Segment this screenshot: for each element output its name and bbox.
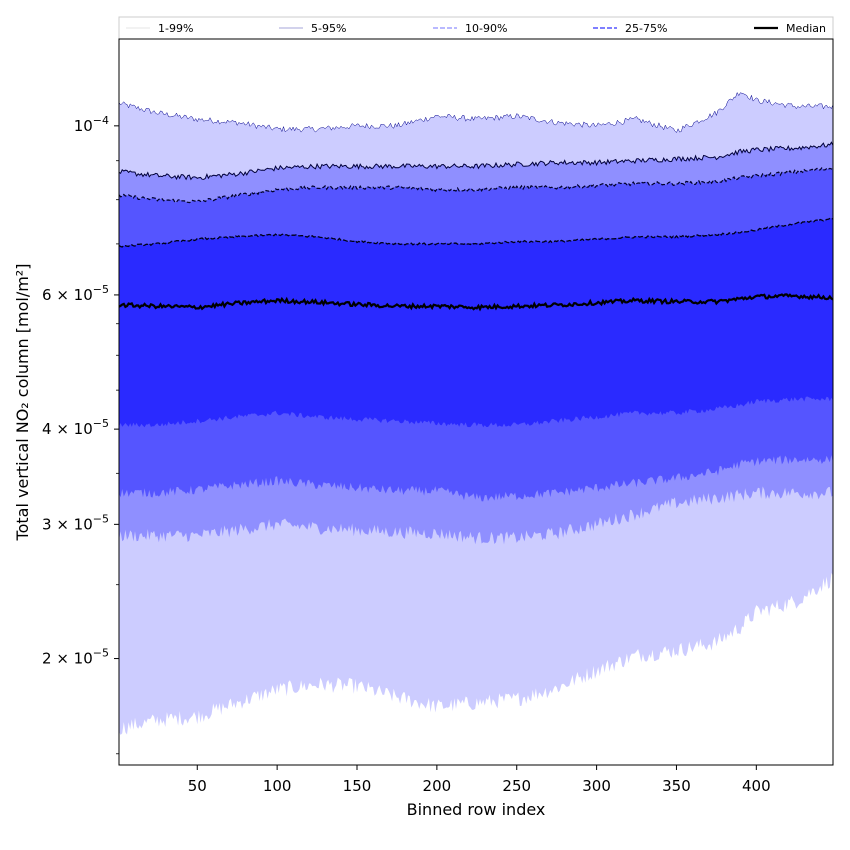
- x-tick-label: 350: [662, 777, 691, 795]
- band-5-95-upper-line: [118, 141, 834, 181]
- legend: 1-99% 5-95% 10-90% 25-75% Median: [118, 16, 834, 40]
- x-tick-label: 100: [263, 777, 292, 795]
- plot-frame: [118, 38, 834, 766]
- x-tick-label: 50: [188, 777, 207, 795]
- legend-label: 5-95%: [311, 22, 346, 35]
- x-tick-label: 250: [502, 777, 531, 795]
- x-axis: 50 100 150 200 250 300 350 400: [188, 765, 771, 795]
- y-tick-label: 3 × 10−5: [42, 512, 109, 533]
- median-line: [118, 293, 834, 312]
- legend-label: 10-90%: [465, 22, 507, 35]
- y-axis-label: Total vertical NO₂ column [mol/m²]: [13, 264, 32, 542]
- band-1-99-upper-line: [118, 91, 834, 133]
- x-tick-label: 400: [742, 777, 771, 795]
- band-25-75-upper-line: [118, 217, 834, 248]
- x-tick-label: 150: [343, 777, 372, 795]
- band-25-75-fill: [119, 218, 833, 428]
- legend-label: 25-75%: [625, 22, 667, 35]
- y-tick-label: 4 × 10−5: [42, 417, 109, 438]
- y-tick-label: 6 × 10−5: [42, 283, 109, 304]
- legend-label: 1-99%: [158, 22, 193, 35]
- x-tick-label: 200: [423, 777, 452, 795]
- y-tick-label: 10−4: [74, 114, 109, 135]
- y-tick-label: 2 × 10−5: [42, 647, 109, 668]
- plot-area: [118, 38, 834, 766]
- x-axis-label: Binned row index: [407, 800, 546, 819]
- x-tick-label: 300: [582, 777, 611, 795]
- y-axis: 10−4 6 × 10−5 4 × 10−5 3 × 10−5 2 × 10−5: [42, 114, 119, 755]
- legend-label: Median: [786, 22, 826, 35]
